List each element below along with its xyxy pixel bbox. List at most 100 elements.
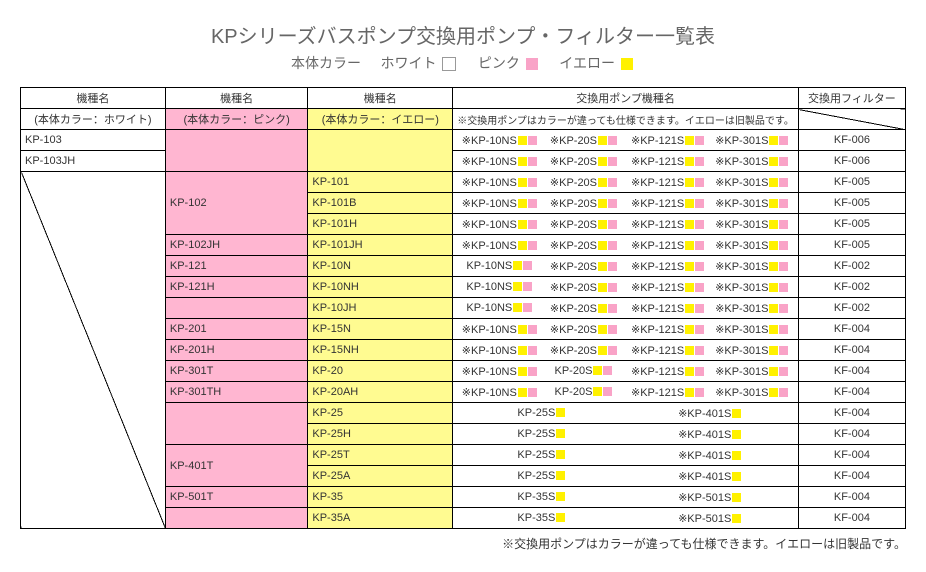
cell-yellow: KP-25 [308, 403, 453, 424]
table-body: KP-103 ※KP-10NS※KP-20S※KP-121S※KP-301SKF… [21, 130, 906, 529]
cell-pumps: ※KP-10NS※KP-20S※KP-121S※KP-301S [453, 319, 799, 340]
cell-filter: KF-004 [798, 361, 905, 382]
cell-filter: KF-002 [798, 298, 905, 319]
legend-white-swatch [442, 57, 456, 71]
cell-filter: KF-002 [798, 256, 905, 277]
legend-row: 本体カラー ホワイト ピンク イエロー [20, 53, 906, 73]
th-filter-blank [798, 109, 905, 130]
cell-yellow: KP-25A [308, 466, 453, 487]
cell-pumps: ※KP-10NS※KP-20S※KP-121S※KP-301S [453, 151, 799, 172]
cell-pumps: KP-10NS※KP-20S※KP-121S※KP-301S [453, 256, 799, 277]
cell-filter: KF-005 [798, 172, 905, 193]
cell-pink [165, 403, 308, 445]
cell-filter: KF-006 [798, 151, 905, 172]
cell-filter: KF-004 [798, 508, 905, 529]
cell-pink [165, 298, 308, 319]
cell-yellow: KP-25T [308, 445, 453, 466]
cell-yellow: KP-20 [308, 361, 453, 382]
cell-pink: KP-102 [165, 172, 308, 235]
cell-yellow: KP-15N [308, 319, 453, 340]
cell-yellow: KP-101 [308, 172, 453, 193]
legend-prefix: 本体カラー [291, 55, 361, 71]
th-sub2: (本体カラー：ピンク) [165, 109, 308, 130]
th-col2: 機種名 [165, 88, 308, 109]
header-row-2: (本体カラー：ホワイト) (本体カラー：ピンク) (本体カラー：イエロー) ※交… [21, 109, 906, 130]
cell-pink: KP-102JH [165, 235, 308, 256]
cell-pink: KP-201 [165, 319, 308, 340]
cell-yellow: KP-35 [308, 487, 453, 508]
cell-pumps: KP-25S※KP-401S [453, 466, 799, 487]
cell-pink: KP-201H [165, 340, 308, 361]
th-col5: 交換用フィルター [798, 88, 905, 109]
th-pump-note: ※交換用ポンプはカラーが違っても仕様できます。イエローは旧製品です。 [453, 109, 799, 130]
cell-yellow: KP-35A [308, 508, 453, 529]
cell-yellow: KP-10NH [308, 277, 453, 298]
page-title: KPシリーズバスポンプ交換用ポンプ・フィルター一覧表 [20, 20, 906, 49]
table-row: KP-103JH ※KP-10NS※KP-20S※KP-121S※KP-301SK… [21, 151, 906, 172]
legend-yellow-swatch [621, 58, 633, 70]
cell-pumps: KP-35S※KP-501S [453, 487, 799, 508]
th-sub3: (本体カラー：イエロー) [308, 109, 453, 130]
cell-pumps: ※KP-10NS※KP-20S※KP-121S※KP-301S [453, 235, 799, 256]
cell-filter: KF-004 [798, 466, 905, 487]
cell-filter: KF-004 [798, 340, 905, 361]
cell-pink: KP-121 [165, 256, 308, 277]
th-col1: 機種名 [21, 88, 166, 109]
legend-white-label: ホワイト [381, 55, 437, 71]
cell-pumps: ※KP-10NSKP-20S※KP-121S※KP-301S [453, 382, 799, 403]
cell-pumps: KP-25S※KP-401S [453, 424, 799, 445]
legend-yellow-label: イエロー [559, 55, 615, 71]
cell-filter: KF-004 [798, 424, 905, 445]
cell-pumps: KP-25S※KP-401S [453, 445, 799, 466]
cell-pink: KP-501T [165, 487, 308, 508]
cell-pumps: ※KP-10NS※KP-20S※KP-121S※KP-301S [453, 130, 799, 151]
th-col3: 機種名 [308, 88, 453, 109]
cell-filter: KF-002 [798, 277, 905, 298]
th-col4: 交換用ポンプ機種名 [453, 88, 799, 109]
cell-white [21, 172, 166, 529]
cell-yellow: KP-10N [308, 256, 453, 277]
cell-pink: KP-401T [165, 445, 308, 487]
cell-yellow: KP-15NH [308, 340, 453, 361]
cell-filter: KF-005 [798, 235, 905, 256]
cell-white: KP-103 [21, 130, 166, 151]
cell-yellow: KP-10JH [308, 298, 453, 319]
cell-filter: KF-004 [798, 319, 905, 340]
cell-pumps: ※KP-10NS※KP-20S※KP-121S※KP-301S [453, 340, 799, 361]
legend-pink-swatch [526, 58, 538, 70]
th-sub1: (本体カラー：ホワイト) [21, 109, 166, 130]
cell-pumps: KP-10NS※KP-20S※KP-121S※KP-301S [453, 298, 799, 319]
table-row: KP-102 KP-101※KP-10NS※KP-20S※KP-121S※KP-… [21, 172, 906, 193]
cell-pumps: KP-10NS※KP-20S※KP-121S※KP-301S [453, 277, 799, 298]
cell-pumps: ※KP-10NS※KP-20S※KP-121S※KP-301S [453, 214, 799, 235]
cell-pink: KP-301T [165, 361, 308, 382]
cell-pink [165, 508, 308, 529]
cell-yellow [308, 130, 453, 172]
cell-pink: KP-121H [165, 277, 308, 298]
cell-pumps: ※KP-10NS※KP-20S※KP-121S※KP-301S [453, 172, 799, 193]
footnote: ※交換用ポンプはカラーが違っても仕様できます。イエローは旧製品です。 [20, 535, 906, 552]
cell-filter: KF-004 [798, 445, 905, 466]
cell-yellow: KP-101H [308, 214, 453, 235]
legend-pink-label: ピンク [478, 55, 520, 71]
cell-pink: KP-301TH [165, 382, 308, 403]
cell-yellow: KP-20AH [308, 382, 453, 403]
cell-pumps: KP-35S※KP-501S [453, 508, 799, 529]
cell-yellow: KP-101JH [308, 235, 453, 256]
cell-pink [165, 130, 308, 172]
header-row-1: 機種名 機種名 機種名 交換用ポンプ機種名 交換用フィルター [21, 88, 906, 109]
cell-filter: KF-004 [798, 487, 905, 508]
cell-yellow: KP-25H [308, 424, 453, 445]
cell-filter: KF-005 [798, 214, 905, 235]
cell-filter: KF-006 [798, 130, 905, 151]
cell-filter: KF-004 [798, 382, 905, 403]
table-row: KP-103 ※KP-10NS※KP-20S※KP-121S※KP-301SKF… [21, 130, 906, 151]
cell-pumps: ※KP-10NS※KP-20S※KP-121S※KP-301S [453, 193, 799, 214]
cell-pumps: KP-25S※KP-401S [453, 403, 799, 424]
cell-white: KP-103JH [21, 151, 166, 172]
cell-yellow: KP-101B [308, 193, 453, 214]
cell-filter: KF-005 [798, 193, 905, 214]
cell-filter: KF-004 [798, 403, 905, 424]
cell-pumps: ※KP-10NSKP-20S※KP-121S※KP-301S [453, 361, 799, 382]
compat-table: 機種名 機種名 機種名 交換用ポンプ機種名 交換用フィルター (本体カラー：ホワ… [20, 87, 906, 529]
